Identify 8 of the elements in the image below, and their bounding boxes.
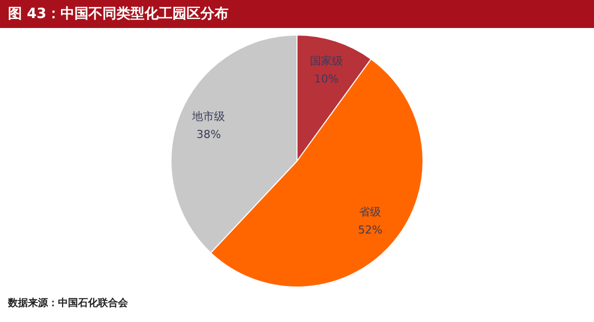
slice-label: 国家级 bbox=[310, 54, 343, 68]
source-note: 数据来源：中国石化联合会 bbox=[7, 297, 129, 309]
data-label: 38% bbox=[196, 128, 221, 142]
slice-label: 地市级 bbox=[191, 110, 226, 124]
slice-label: 省级 bbox=[359, 206, 382, 219]
data-label: 10% bbox=[314, 72, 339, 86]
chart-title: 图 43：中国不同类型化工园区分布 bbox=[8, 6, 228, 22]
data-label: 52% bbox=[358, 224, 382, 237]
